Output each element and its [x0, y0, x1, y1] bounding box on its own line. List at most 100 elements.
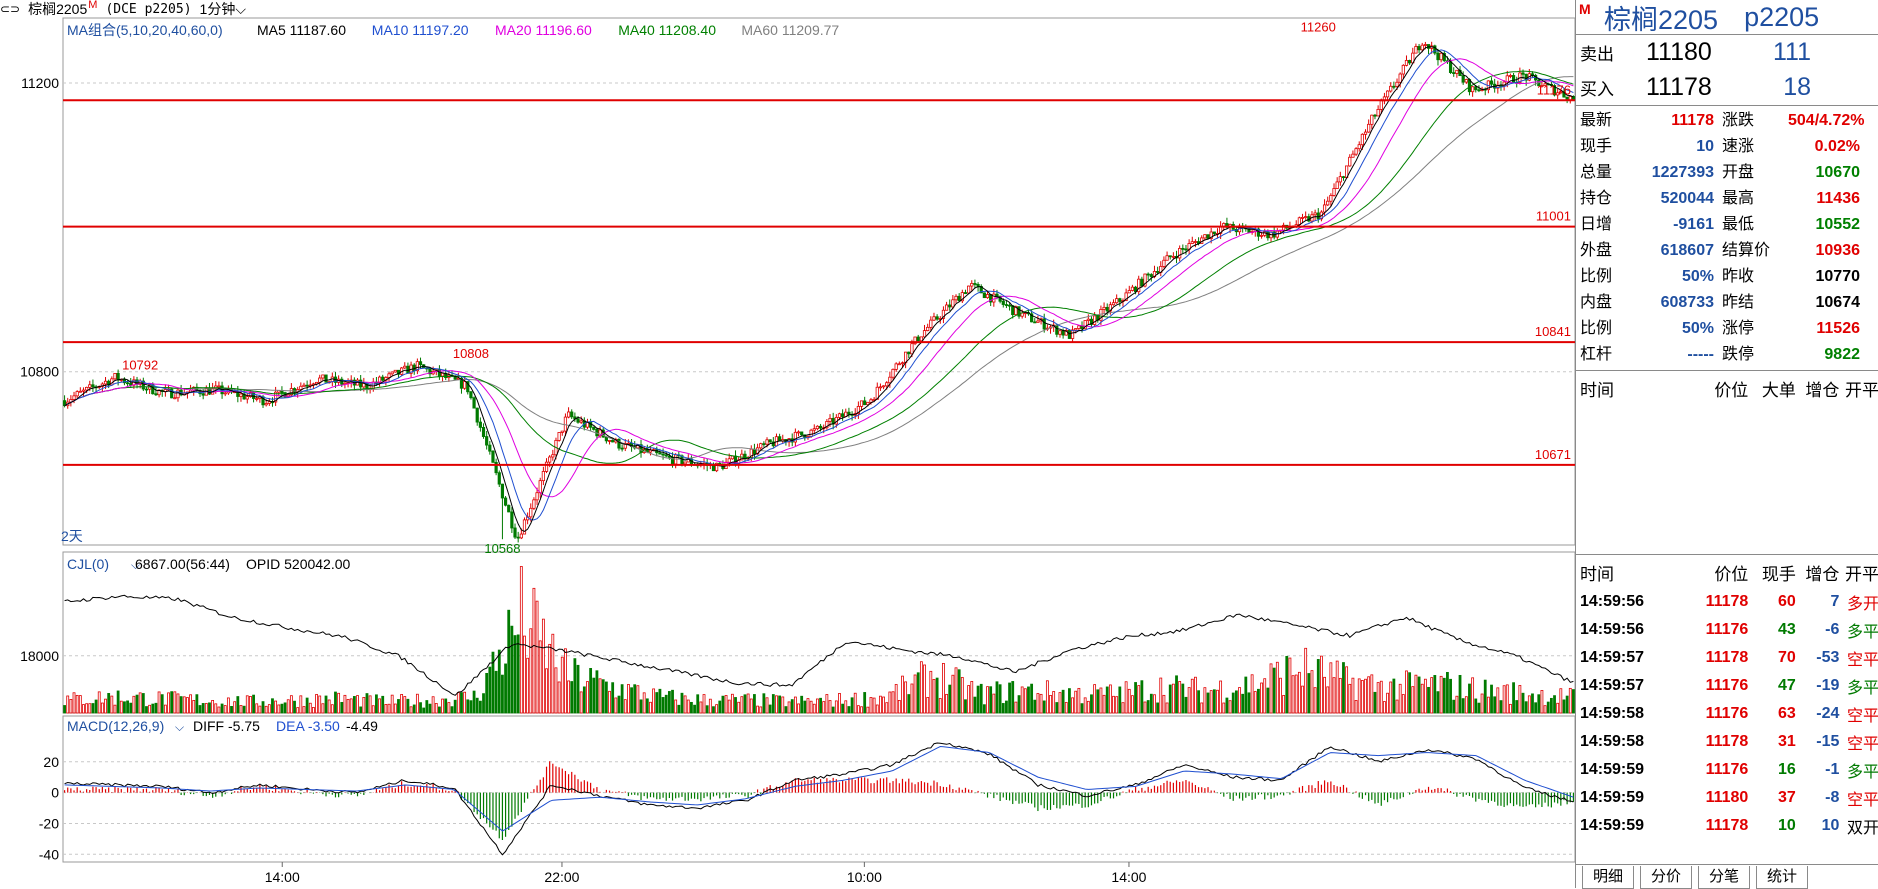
volume-bar [560, 656, 564, 714]
candle [548, 456, 552, 463]
volume-bar [422, 707, 426, 714]
volume-bar [1364, 678, 1367, 714]
volume-bar [819, 697, 822, 714]
volume-bar [901, 675, 904, 714]
volume-bar [387, 703, 391, 714]
tick-oi-change: -8 [1825, 789, 1840, 806]
volume-bar [816, 698, 819, 714]
ticks-list[interactable]: 14:59:56 11178 60 7 多开 14:59:56 11176 43 -6 多平 14:… [1576, 588, 1878, 840]
volume-bar [1099, 687, 1103, 714]
candle [1209, 231, 1213, 239]
volume-bar [825, 694, 829, 714]
volume-bar [107, 693, 111, 714]
tick-row[interactable]: 14:59:59 11178 10 10 双开 [1576, 812, 1878, 840]
volume-bar [1190, 678, 1194, 714]
quote-label: 速涨 [1722, 138, 1755, 155]
tick-type: 双开 [1846, 820, 1878, 837]
candle [913, 336, 917, 345]
volume-bar [604, 681, 608, 714]
volume-bar [787, 701, 791, 714]
volume-bar [179, 696, 183, 714]
volume-bar [444, 698, 448, 714]
y-tick-label: 10800 [20, 364, 59, 380]
volume-bar [1045, 680, 1049, 714]
volume-bar [1017, 695, 1021, 714]
volume-bar [1320, 655, 1323, 714]
tick-row[interactable]: 14:59:59 11180 37 -8 空平 [1576, 784, 1878, 812]
candle [1354, 148, 1358, 155]
bid-row[interactable]: 买入 11178 18 [1576, 70, 1878, 105]
candle [535, 492, 539, 501]
tick-row[interactable]: 14:59:56 11176 43 -6 多平 [1576, 616, 1878, 644]
tick-time: 14:59:56 [1580, 621, 1645, 638]
volume-bar [806, 698, 810, 714]
candle [963, 292, 968, 294]
ask-label: 卖出 [1580, 45, 1614, 64]
candle [544, 461, 549, 472]
volume-bar [545, 668, 548, 714]
candle [267, 401, 271, 404]
ask-row[interactable]: 卖出 11180 111 [1576, 35, 1878, 70]
candle [809, 429, 813, 437]
volume-bar [1121, 702, 1125, 714]
volume-bar [790, 699, 794, 714]
volume-bar [491, 651, 495, 714]
price-level-label: 10671 [1535, 447, 1571, 462]
tick-row[interactable]: 14:59:59 11176 16 -1 多平 [1576, 756, 1878, 784]
volume-bar [1175, 675, 1178, 714]
candle [264, 403, 268, 406]
quote-label: 内盘 [1580, 294, 1613, 311]
volume-bar [771, 694, 775, 714]
volume-bar [627, 684, 630, 714]
volume-bar [69, 699, 73, 714]
volume-bar [135, 694, 139, 714]
tab-0[interactable]: 明细 [1582, 866, 1635, 889]
kline-chart[interactable]: 11200 10800 11176 11001 10841 10671 11260 10792… [0, 0, 1575, 888]
tick-price: 11178 [1705, 817, 1749, 834]
volume-bar [1005, 700, 1008, 714]
volume-bar [1471, 677, 1475, 714]
candle [507, 504, 511, 513]
column-header: 增仓 [1805, 564, 1840, 584]
volume-bar [1301, 685, 1304, 714]
volume-bar [897, 699, 901, 714]
volume-bar [942, 662, 945, 714]
volume-bar [649, 701, 652, 714]
chart-area[interactable]: ⊂⊃ 棕榈2205M (DCE p2205) 1分钟⌵ 11200 10800 11… [0, 0, 1575, 888]
candle [390, 371, 394, 375]
volume-bar [428, 703, 432, 714]
candle [1181, 248, 1185, 250]
candle [941, 309, 946, 319]
volume-bar [415, 693, 419, 714]
tick-row[interactable]: 14:59:57 11176 47 -19 多平 [1576, 672, 1878, 700]
candle [667, 455, 671, 458]
volume-bar [1370, 674, 1374, 714]
tick-oi-change: 10 [1821, 817, 1840, 834]
volume-bar [765, 697, 769, 714]
tick-row[interactable]: 14:59:58 11176 63 -24 空平 [1576, 700, 1878, 728]
tick-row[interactable]: 14:59:57 11178 70 -53 空平 [1576, 644, 1878, 672]
candle [437, 369, 442, 377]
volume-bar [478, 700, 482, 714]
candle [1061, 330, 1065, 336]
volume-bar [1505, 684, 1509, 714]
link-icon[interactable]: ⊂⊃ [0, 2, 21, 16]
tab-3[interactable]: 统计 [1756, 866, 1809, 889]
period-selector[interactable]: 1分钟⌵ [199, 1, 246, 17]
volume-bar [1238, 687, 1241, 714]
candle [144, 388, 149, 391]
volume-bar [1282, 695, 1286, 714]
candle [976, 283, 980, 287]
candle [428, 368, 432, 375]
tick-row[interactable]: 14:59:56 11178 60 7 多开 [1576, 588, 1878, 616]
volume-bar [488, 666, 492, 714]
quote-label: 最新 [1580, 112, 1613, 129]
diff-line [64, 742, 1574, 856]
candle [418, 361, 423, 366]
tab-1[interactable]: 分价 [1640, 866, 1693, 889]
tick-row[interactable]: 14:59:58 11178 31 -15 空平 [1576, 728, 1878, 756]
candle [173, 397, 177, 400]
candle [1329, 194, 1333, 202]
volume-bar [1222, 702, 1226, 714]
tab-2[interactable]: 分笔 [1698, 866, 1751, 889]
